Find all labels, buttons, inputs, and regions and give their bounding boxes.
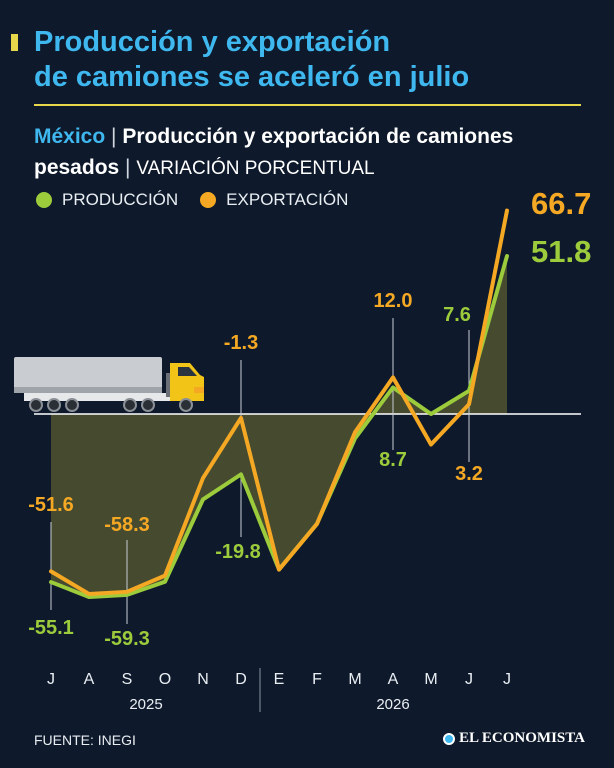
legend-dot-produccion: [36, 192, 52, 208]
legend-label-exportacion: EXPORTACIÓN: [226, 190, 349, 209]
truck-light: [194, 387, 204, 393]
value-label: -1.3: [224, 332, 258, 354]
value-label: 51.8: [531, 234, 591, 269]
subtitle-title-1: Producción y exportación de camiones: [122, 125, 514, 148]
value-label: -55.1: [28, 617, 74, 639]
x-tick-label: J: [47, 671, 55, 688]
year-label: 2026: [376, 696, 409, 713]
x-tick-label: M: [424, 671, 437, 688]
value-label: -19.8: [215, 541, 261, 563]
subtitle-title-2: pesados: [34, 156, 120, 179]
x-tick-label: J: [465, 671, 473, 688]
x-tick-label: E: [274, 671, 285, 688]
x-tick-label: O: [159, 671, 171, 688]
value-label: 12.0: [374, 290, 413, 312]
subtitle-separator: |: [111, 125, 117, 148]
x-axis: J A S O N D E F M A M J J 2025 2026: [47, 668, 511, 713]
x-tick-label: J: [503, 671, 511, 688]
chart-legend: PRODUCCIÓN EXPORTACIÓN: [36, 190, 370, 210]
truck-wheel: [65, 398, 79, 412]
x-tick-label: M: [348, 671, 361, 688]
source-note: FUENTE: INEGI: [34, 732, 136, 748]
legend-dot-exportacion: [200, 192, 217, 208]
chart-subtitle: México | Producción y exportación de cam…: [34, 121, 594, 184]
truck-trailer-base: [14, 387, 162, 393]
brand-icon: [443, 732, 455, 745]
line-exportacion: [49, 208, 509, 596]
headline: Producción y exportación de camiones se …: [34, 25, 594, 95]
value-labels: -51.6 -55.1 -58.3 -59.3 -19.8 -1.3 12.0 8.7 7.6 3…: [28, 186, 591, 650]
value-label: 7.6: [443, 304, 471, 326]
value-label: -59.3: [104, 628, 150, 650]
truck-trailer: [14, 357, 162, 393]
x-tick-label: S: [122, 671, 133, 688]
x-tick-label: F: [312, 671, 322, 688]
accent-bar: [11, 34, 18, 51]
truck-wheel: [141, 398, 155, 412]
subtitle-unit: VARIACIÓN PORCENTUAL: [136, 158, 375, 179]
headline-line-2: de camiones se aceleró en julio: [34, 61, 470, 93]
truck-wheel: [47, 398, 61, 412]
chart-lines: [49, 208, 509, 599]
brand-logo: EL ECONOMISTA: [443, 730, 585, 747]
headline-divider: [34, 104, 581, 106]
legend-item-produccion: PRODUCCIÓN: [36, 190, 178, 210]
value-label: -58.3: [104, 514, 150, 536]
truck-wheel: [29, 398, 43, 412]
x-tick-label: N: [197, 671, 209, 688]
headline-line-1: Producción y exportación: [34, 26, 391, 58]
subtitle-country: México: [34, 125, 106, 148]
truck-wheel: [179, 398, 193, 412]
truck-chassis: [24, 393, 174, 401]
legend-item-exportacion: EXPORTACIÓN: [200, 190, 348, 210]
truck-window: [178, 367, 197, 376]
value-label: 66.7: [531, 186, 591, 221]
value-label: 3.2: [455, 463, 483, 485]
year-label: 2025: [129, 696, 162, 713]
chart-areas: [51, 256, 507, 597]
subtitle-separator-2: |: [125, 156, 131, 179]
x-tick-label: D: [235, 671, 247, 688]
truck-icon: [14, 357, 204, 412]
brand-name: EL ECONOMISTA: [459, 730, 585, 746]
value-label: 8.7: [379, 449, 407, 471]
area-produccion: [51, 256, 507, 597]
label-leaders: [50, 318, 470, 624]
truck-connector: [166, 373, 172, 397]
x-tick-label: A: [388, 671, 399, 688]
value-label: -51.6: [28, 494, 74, 516]
legend-label-produccion: PRODUCCIÓN: [62, 190, 179, 209]
x-tick-label: A: [84, 671, 95, 688]
truck-wheel: [123, 398, 137, 412]
